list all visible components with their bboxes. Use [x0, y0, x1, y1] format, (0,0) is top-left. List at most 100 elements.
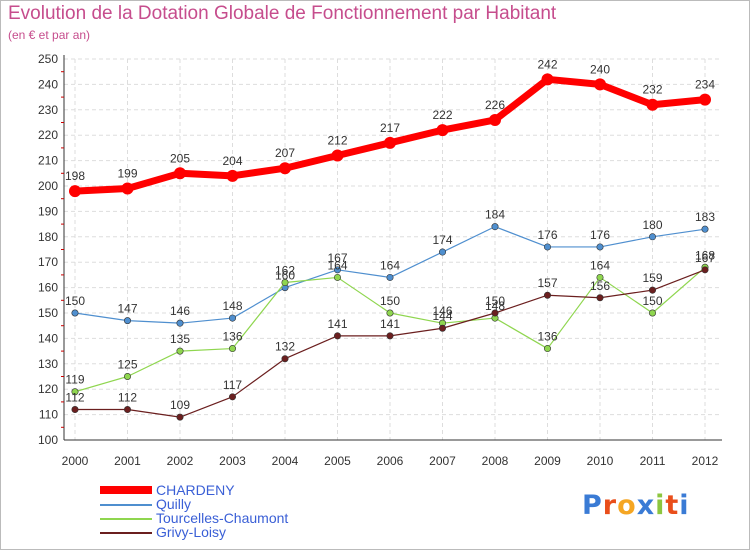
data-label-quilly: 180: [642, 218, 662, 232]
data-label-chardeny: 232: [642, 83, 662, 97]
data-point-chardeny: [279, 162, 291, 175]
data-point-quilly: [543, 243, 551, 251]
data-point-chardeny: [436, 124, 449, 137]
data-point-grivy-loisy: [333, 332, 341, 340]
data-label-quilly: 164: [380, 258, 400, 272]
proxiti-logo: Proxiti: [582, 490, 690, 521]
data-label-tourcelles-chaumont: 148: [485, 299, 505, 313]
x-tick-label: 2012: [692, 454, 719, 468]
chart-title: Evolution de la Dotation Globale de Fonc…: [8, 3, 557, 24]
data-point-quilly: [648, 233, 656, 241]
data-point-grivy-loisy: [701, 266, 709, 274]
x-tick-label: 2001: [114, 454, 141, 468]
data-point-tourcelles-chaumont: [281, 279, 289, 287]
data-label-tourcelles-chaumont: 125: [117, 358, 137, 372]
data-point-grivy-loisy: [543, 291, 551, 299]
data-label-tourcelles-chaumont: 150: [642, 294, 662, 308]
data-label-tourcelles-chaumont: 146: [432, 304, 452, 318]
y-tick-label: 250: [38, 52, 58, 66]
data-label-grivy-loisy: 112: [118, 391, 137, 405]
y-tick-label: 140: [38, 331, 58, 345]
data-point-grivy-loisy: [386, 332, 394, 340]
x-tick-label: 2003: [219, 454, 246, 468]
y-tick-label: 180: [38, 230, 58, 244]
legend-swatch-chardeny: [100, 486, 152, 494]
data-point-tourcelles-chaumont: [386, 309, 394, 317]
data-label-grivy-loisy: 159: [642, 271, 662, 285]
data-label-tourcelles-chaumont: 168: [695, 248, 715, 262]
data-label-grivy-loisy: 167: [695, 251, 715, 265]
data-point-chardeny: [489, 113, 501, 126]
x-tick-label: 2006: [377, 454, 404, 468]
y-tick-label: 230: [38, 103, 58, 117]
legend-label-quilly: Quilly: [156, 496, 192, 512]
data-point-chardeny: [331, 149, 344, 162]
y-tick-label: 190: [38, 204, 58, 218]
x-tick-label: 2009: [534, 454, 561, 468]
data-point-tourcelles-chaumont: [543, 345, 551, 353]
data-label-tourcelles-chaumont: 136: [222, 330, 242, 344]
y-tick-label: 200: [38, 179, 58, 193]
y-tick-label: 150: [38, 306, 58, 320]
data-point-grivy-loisy: [229, 393, 237, 401]
data-label-grivy-loisy: 109: [170, 398, 190, 412]
data-point-chardeny: [121, 182, 134, 195]
data-point-quilly: [71, 309, 79, 317]
data-label-tourcelles-chaumont: 135: [170, 332, 190, 346]
data-point-chardeny: [699, 93, 711, 106]
data-label-tourcelles-chaumont: 164: [327, 258, 347, 272]
data-label-quilly: 176: [537, 228, 557, 242]
data-label-grivy-loisy: 132: [275, 340, 295, 354]
data-point-grivy-loisy: [281, 355, 289, 363]
legend-label-tourcelles-chaumont: Tourcelles-Chaumont: [156, 510, 289, 526]
data-label-quilly: 183: [695, 210, 715, 224]
data-label-quilly: 150: [65, 294, 85, 308]
y-tick-label: 240: [38, 77, 58, 91]
axes: 100 110 120 130 140 150 160 170 180 190 200 210 220 2…: [38, 52, 722, 468]
data-label-quilly: 147: [117, 302, 137, 316]
data-label-chardeny: 222: [432, 108, 452, 122]
x-tick-label: 2007: [429, 454, 456, 468]
legend-swatch-grivy-loisy: [100, 532, 152, 534]
y-tick-label: 220: [38, 128, 58, 142]
data-point-chardeny: [541, 73, 554, 86]
data-point-quilly: [596, 243, 604, 251]
data-point-chardeny: [174, 167, 186, 180]
data-point-grivy-loisy: [648, 286, 656, 294]
y-tick-label: 210: [38, 154, 58, 168]
legend-swatch-quilly: [100, 504, 152, 506]
data-point-grivy-loisy: [71, 406, 79, 414]
y-tick-label: 100: [38, 433, 58, 447]
data-label-tourcelles-chaumont: 136: [537, 330, 557, 344]
y-tick-label: 130: [38, 357, 58, 371]
x-tick-label: 2000: [62, 454, 89, 468]
data-point-quilly: [176, 319, 184, 327]
data-label-grivy-loisy: 112: [65, 391, 84, 405]
x-tick-label: 2008: [482, 454, 509, 468]
data-label-chardeny: 217: [380, 121, 400, 135]
data-label-tourcelles-chaumont: 162: [275, 264, 295, 278]
data-label-tourcelles-chaumont: 164: [590, 258, 610, 272]
data-label-grivy-loisy: 144: [432, 309, 452, 323]
grid: [64, 58, 722, 441]
data-label-tourcelles-chaumont: 150: [380, 294, 400, 308]
data-point-quilly: [333, 266, 341, 274]
data-label-quilly: 167: [327, 251, 347, 265]
x-tick-label: 2010: [587, 454, 614, 468]
data-point-tourcelles-chaumont: [333, 273, 341, 281]
data-label-quilly: 184: [485, 208, 505, 222]
data-label-chardeny: 207: [275, 146, 295, 160]
x-tick-label: 2004: [272, 454, 299, 468]
data-point-grivy-loisy: [438, 324, 446, 332]
data-point-chardeny: [646, 98, 659, 111]
legend-swatch-tourcelles-chaumont: [100, 518, 152, 520]
data-point-chardeny: [594, 78, 606, 91]
data-label-chardeny: 234: [695, 78, 715, 92]
data-point-tourcelles-chaumont: [648, 309, 656, 317]
data-label-quilly: 146: [170, 304, 190, 318]
data-point-tourcelles-chaumont: [596, 273, 604, 281]
data-label-chardeny: 242: [537, 57, 557, 71]
data-label-chardeny: 212: [327, 134, 347, 148]
